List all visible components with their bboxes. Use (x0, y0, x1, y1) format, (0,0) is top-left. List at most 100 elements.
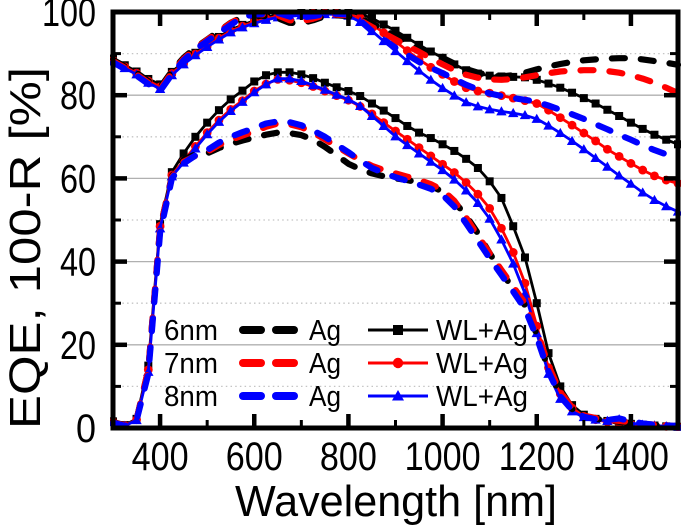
triangle-marker (437, 82, 448, 93)
square-marker (532, 299, 541, 308)
triangle-marker (449, 174, 460, 184)
y-axis-title: EQE, 100-R [%] (1, 67, 50, 429)
triangle-marker (555, 127, 566, 138)
circle-marker (438, 159, 447, 169)
triangle-marker (201, 41, 213, 51)
legend-triangle-marker (392, 390, 404, 401)
square-marker (403, 33, 412, 42)
square-marker (226, 95, 235, 104)
circle-marker (555, 113, 565, 123)
square-marker (367, 14, 376, 23)
legend-ag-label: Ag (309, 381, 341, 413)
triangle-marker (272, 73, 283, 83)
square-marker (426, 134, 435, 143)
square-marker (379, 20, 388, 29)
legend-wlag-label: WL+Ag (436, 315, 528, 347)
circle-marker (497, 223, 506, 233)
y-tick-label: 80 (60, 74, 96, 118)
legend-wlag-label: WL+Ag (436, 381, 528, 413)
square-marker (520, 253, 529, 262)
square-marker (473, 164, 482, 172)
square-marker (309, 74, 318, 83)
x-tick-label: 400 (132, 435, 189, 479)
square-marker (179, 149, 188, 158)
square-marker (556, 83, 565, 92)
triangle-marker (449, 90, 460, 100)
triangle-marker (307, 80, 319, 90)
triangle-marker (284, 73, 295, 83)
series-100R-WLAg-8nm-markers (110, 9, 681, 216)
x-axis-title: Wavelength [nm] (235, 477, 557, 526)
square-marker (250, 77, 259, 86)
triangle-marker (425, 74, 437, 84)
square-marker (203, 118, 212, 127)
circle-marker (602, 144, 612, 154)
square-marker (556, 382, 565, 391)
circle-marker (638, 165, 648, 175)
circle-marker (449, 168, 459, 177)
triangle-marker (354, 100, 366, 111)
triangle-marker (402, 55, 413, 66)
legend-size-label: 8nm (164, 381, 218, 413)
square-marker (615, 112, 624, 120)
y-tick-label: 40 (60, 241, 96, 285)
square-marker (626, 118, 635, 127)
triangle-marker (260, 14, 272, 24)
square-marker (391, 26, 400, 35)
square-marker (544, 349, 553, 358)
x-tick-label: 800 (320, 435, 377, 479)
legend-wlag-label: WL+Ag (436, 348, 528, 380)
circle-marker (591, 136, 601, 146)
triangle-marker (319, 84, 331, 94)
y-tick-label: 20 (60, 324, 96, 368)
triangle-marker (649, 194, 660, 205)
square-marker (485, 177, 494, 186)
triangle-marker (190, 50, 201, 60)
triangle-marker (460, 97, 472, 107)
triangle-marker (625, 178, 637, 188)
legend-size-label: 6nm (164, 315, 218, 347)
square-marker (532, 75, 541, 84)
triangle-marker (237, 22, 248, 32)
triangle-marker (213, 116, 225, 126)
square-marker (662, 135, 671, 144)
triangle-marker (237, 96, 248, 106)
triangle-marker (508, 107, 519, 118)
triangle-marker (366, 110, 378, 120)
triangle-marker (413, 148, 425, 158)
triangle-marker (484, 104, 495, 114)
square-marker (297, 70, 306, 79)
triangle-marker (472, 101, 484, 111)
square-marker (344, 87, 353, 96)
triangle-marker (496, 106, 507, 116)
triangle-marker (201, 129, 213, 139)
legend-ag-label: Ag (309, 315, 341, 347)
circle-marker (449, 77, 459, 86)
square-marker (391, 114, 400, 123)
triangle-marker (578, 144, 590, 154)
square-marker (650, 130, 659, 139)
legend: 6nm Ag WL+Ag 7nm Ag WL+Ag 8nm Ag WL+Ag (164, 315, 528, 413)
square-marker (450, 146, 459, 155)
square-marker (603, 105, 612, 114)
triangle-marker (661, 201, 672, 211)
circle-marker (473, 86, 483, 96)
triangle-marker (637, 187, 648, 197)
x-tick-label: 600 (226, 435, 283, 479)
square-marker (462, 154, 471, 163)
square-marker (214, 106, 223, 115)
circle-marker (508, 248, 518, 257)
y-tick-label: 60 (60, 157, 96, 201)
triangle-marker (343, 94, 354, 104)
square-marker (379, 106, 388, 115)
y-tick-label: 100 (42, 0, 96, 35)
triangle-marker (225, 27, 236, 37)
legend-ag-label: Ag (309, 348, 341, 380)
square-marker (367, 99, 376, 108)
circle-marker (461, 178, 471, 187)
triangle-marker (472, 197, 484, 207)
square-marker (497, 193, 506, 202)
square-marker (403, 121, 412, 130)
triangle-marker (496, 234, 507, 244)
